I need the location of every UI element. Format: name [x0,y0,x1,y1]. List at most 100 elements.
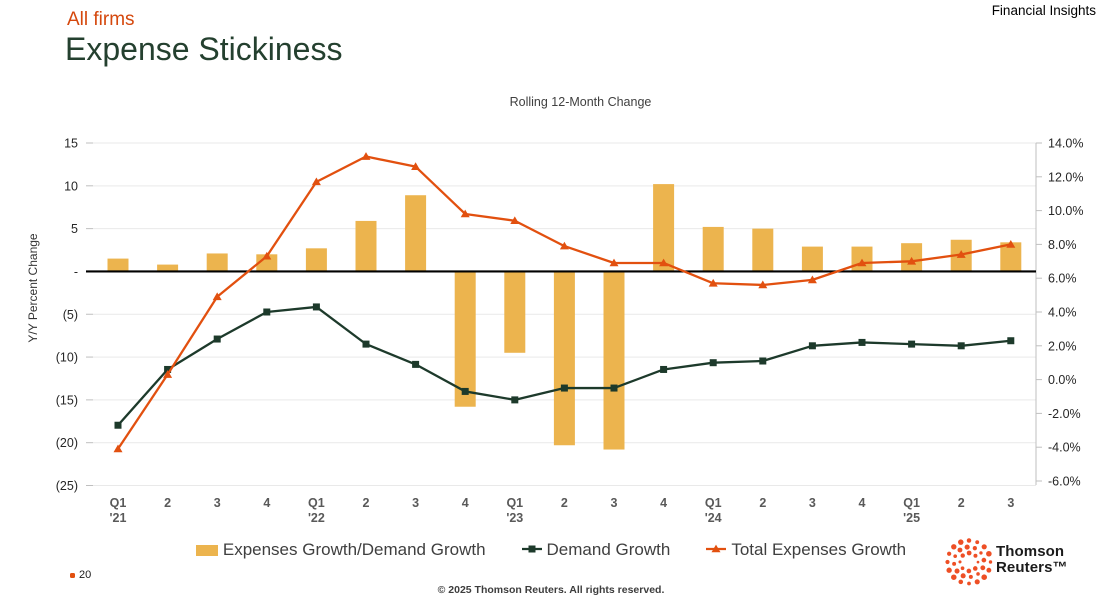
logo-dot [976,560,980,564]
bar [206,253,228,272]
bar [454,271,476,407]
x-tick-label-year: '23 [506,511,523,525]
total-expenses-marker [609,258,619,267]
demand-growth-marker [759,357,767,365]
x-tick-label: 2 [759,496,766,510]
page-number-bullet-icon [70,572,75,578]
x-tick-label: 3 [214,496,221,510]
total-expenses-marker [1006,240,1016,248]
logo-dot [988,560,993,564]
total-expenses-marker [708,278,718,287]
demand-growth-marker [114,421,122,429]
demand-growth-marker [908,340,916,348]
logo-line2: Reuters™ [996,559,1068,576]
logo-dot [981,574,988,581]
total-expenses-marker [460,209,470,218]
legend-label-total-expenses: Total Expenses Growth [731,540,907,559]
demand-growth-marker [560,384,568,392]
logo-dot [973,553,978,558]
total-expenses-marker [956,250,966,258]
x-tick-label: 3 [1007,496,1014,510]
x-tick-label: Q1 [903,496,920,510]
total-expenses-marker [262,251,272,260]
right-axis-tick-label: 8.0% [1048,238,1077,252]
logo-dot [960,573,966,579]
x-tick-label: 4 [660,496,667,510]
x-tick-label: Q1 [110,496,127,510]
page-number-value: 20 [79,569,92,581]
bar [801,246,823,272]
right-axis-tick-label: 0.0% [1048,373,1077,387]
right-axis-tick-label: -4.0% [1048,441,1081,455]
x-tick-label: 2 [958,496,965,510]
total-expenses-marker [510,216,520,225]
total-expenses-marker [659,258,669,267]
demand-growth-marker [858,338,866,346]
logo-dot [966,538,972,543]
page-number: 20 [70,569,91,581]
x-tick-label: 2 [561,496,568,510]
logo-dot [966,568,972,574]
legend: Expenses Growth/Demand Growth Demand Gro… [0,540,1102,560]
total-expenses-marker [907,256,917,265]
logo-line1: Thomson [996,543,1065,560]
x-tick-label: 3 [611,496,618,510]
legend-label-demand-growth: Demand Growth [546,540,671,559]
bar [107,258,129,272]
right-axis-tick-label: 6.0% [1048,272,1077,286]
demand-growth-marker [957,342,965,350]
logo-dot [980,565,986,571]
copyright-text: © 2025 Thomson Reuters. All rights reser… [437,584,665,596]
logo-dot [981,557,987,563]
demand-growth-marker [213,335,221,343]
right-axis-tick-label: -6.0% [1048,475,1081,489]
x-tick-label: 4 [859,496,866,510]
logo-dot [986,550,992,557]
thomson-reuters-wordmark: Thomson Reuters™ [996,544,1068,576]
demand-growth-marker [660,365,668,373]
logo-dot [972,546,977,551]
x-tick-label: 2 [363,496,370,510]
logo-dot [946,567,952,573]
bar [603,271,625,450]
x-tick-label-year: '22 [308,511,325,525]
logo-dot [960,566,965,571]
x-tick-label: 4 [263,496,270,510]
bar [1000,242,1022,272]
bar [405,195,427,272]
right-axis-tick-label: 10.0% [1048,204,1083,218]
total-expenses-marker [411,162,421,170]
logo-dot [986,567,992,573]
logo-dot [979,551,983,555]
bar [752,228,774,272]
left-axis-tick-label: 5 [71,222,78,236]
legend-swatch-total-expenses-line [706,540,727,560]
x-tick-label: Q1 [308,496,325,510]
right-axis-tick-label: -2.0% [1048,407,1081,421]
right-axis-tick-label: 4.0% [1048,306,1077,320]
logo-dot [972,566,978,571]
left-axis-tick-label: (5) [63,308,78,322]
legend-item-expenses-growth: Expenses Growth/Demand Growth [195,540,486,560]
bar [305,248,327,272]
legend-item-total-expenses: Total Expenses Growth [706,540,906,560]
page-title: Expense Stickiness [65,31,343,67]
total-expenses-marker [807,275,817,284]
logo-dot [968,574,973,579]
demand-growth-marker [808,342,816,350]
x-tick-label: 4 [462,496,469,510]
bar [355,220,377,272]
legend-line-icon [521,545,542,553]
logo-dot [951,544,957,550]
bar [504,271,526,353]
total-expenses-marker [212,292,222,301]
logo-dot [951,574,957,580]
right-axis-tick-label: 14.0% [1048,137,1083,151]
demand-growth-marker [164,365,172,373]
total-expenses-marker [758,280,768,289]
demand-growth-marker [263,308,271,316]
total-expenses-marker [311,177,321,186]
bar [653,184,675,272]
logo-dot [974,579,980,585]
